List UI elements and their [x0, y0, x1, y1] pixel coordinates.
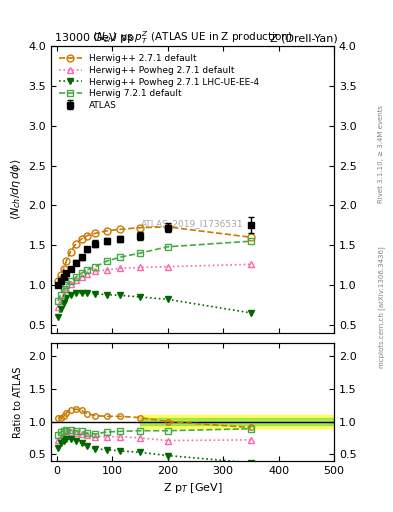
- Herwig++ Powheg 2.7.1 default: [85, 271, 90, 277]
- Herwig++ Powheg 2.7.1 LHC-UE-EE-4: [56, 314, 61, 320]
- Legend: Herwig++ 2.7.1 default, Herwig++ Powheg 2.7.1 default, Herwig++ Powheg 2.7.1 LHC: Herwig++ 2.7.1 default, Herwig++ Powheg …: [55, 51, 263, 114]
- Herwig++ 2.7.1 default: [61, 266, 66, 272]
- Herwig++ Powheg 2.7.1 LHC-UE-EE-4: [138, 294, 142, 300]
- Bar: [140, 418, 334, 425]
- Herwig++ Powheg 2.7.1 LHC-UE-EE-4: [59, 306, 63, 312]
- Herwig++ Powheg 2.7.1 LHC-UE-EE-4: [165, 296, 170, 303]
- Herwig++ 2.7.1 default: [104, 228, 109, 234]
- Herwig 7.2.1 default: [165, 244, 170, 250]
- Y-axis label: Ratio to ATLAS: Ratio to ATLAS: [13, 366, 23, 438]
- Herwig 7.2.1 default: [104, 258, 109, 264]
- Herwig++ 2.7.1 default: [85, 232, 90, 239]
- Herwig++ Powheg 2.7.1 LHC-UE-EE-4: [74, 290, 79, 296]
- Herwig++ Powheg 2.7.1 default: [93, 268, 98, 274]
- Title: $\langle N_{ch}\rangle$ vs $p_T^Z$ (ATLAS UE in Z production): $\langle N_{ch}\rangle$ vs $p_T^Z$ (ATLA…: [92, 29, 293, 46]
- Herwig 7.2.1 default: [85, 267, 90, 273]
- Herwig++ Powheg 2.7.1 default: [74, 277, 79, 283]
- Herwig++ Powheg 2.7.1 default: [118, 265, 123, 271]
- Herwig++ Powheg 2.7.1 default: [165, 264, 170, 270]
- Herwig 7.2.1 default: [59, 291, 63, 297]
- Herwig 7.2.1 default: [93, 264, 98, 270]
- Text: ATLAS_2019_I1736531: ATLAS_2019_I1736531: [141, 219, 244, 228]
- Herwig++ Powheg 2.7.1 LHC-UE-EE-4: [61, 300, 66, 306]
- Herwig++ 2.7.1 default: [59, 272, 63, 279]
- Herwig++ Powheg 2.7.1 default: [104, 267, 109, 273]
- Text: 13000 GeV pp: 13000 GeV pp: [55, 33, 134, 44]
- Herwig++ Powheg 2.7.1 default: [79, 274, 84, 280]
- Herwig++ Powheg 2.7.1 default: [138, 264, 142, 270]
- Herwig++ Powheg 2.7.1 LHC-UE-EE-4: [68, 291, 73, 297]
- Herwig++ 2.7.1 default: [138, 225, 142, 231]
- Line: Herwig++ Powheg 2.7.1 LHC-UE-EE-4: Herwig++ Powheg 2.7.1 LHC-UE-EE-4: [55, 289, 254, 321]
- Herwig 7.2.1 default: [68, 278, 73, 284]
- Bar: [140, 415, 334, 428]
- Herwig 7.2.1 default: [74, 274, 79, 280]
- Herwig++ 2.7.1 default: [118, 226, 123, 232]
- Herwig++ Powheg 2.7.1 default: [64, 286, 69, 292]
- Herwig++ 2.7.1 default: [74, 241, 79, 247]
- Y-axis label: $\langle N_{ch}/d\eta\,d\phi\rangle$: $\langle N_{ch}/d\eta\,d\phi\rangle$: [9, 159, 23, 220]
- Herwig++ Powheg 2.7.1 default: [68, 281, 73, 287]
- Herwig++ Powheg 2.7.1 default: [59, 298, 63, 304]
- Line: Herwig 7.2.1 default: Herwig 7.2.1 default: [55, 238, 254, 305]
- Herwig++ Powheg 2.7.1 default: [248, 261, 253, 267]
- Line: Herwig++ 2.7.1 default: Herwig++ 2.7.1 default: [55, 223, 254, 285]
- Herwig 7.2.1 default: [118, 254, 123, 260]
- Herwig++ Powheg 2.7.1 LHC-UE-EE-4: [79, 290, 84, 296]
- Herwig++ 2.7.1 default: [79, 236, 84, 242]
- Herwig 7.2.1 default: [248, 238, 253, 244]
- Herwig++ Powheg 2.7.1 default: [56, 304, 61, 310]
- Herwig 7.2.1 default: [138, 250, 142, 256]
- Herwig++ 2.7.1 default: [68, 248, 73, 254]
- Herwig 7.2.1 default: [61, 286, 66, 292]
- Herwig++ Powheg 2.7.1 LHC-UE-EE-4: [85, 290, 90, 296]
- Herwig++ 2.7.1 default: [56, 278, 61, 284]
- Line: Herwig++ Powheg 2.7.1 default: Herwig++ Powheg 2.7.1 default: [55, 261, 254, 311]
- X-axis label: Z p$_T$ [GeV]: Z p$_T$ [GeV]: [163, 481, 222, 495]
- Text: mcplots.cern.ch [arXiv:1306.3436]: mcplots.cern.ch [arXiv:1306.3436]: [378, 246, 385, 368]
- Herwig 7.2.1 default: [79, 270, 84, 276]
- Herwig++ Powheg 2.7.1 LHC-UE-EE-4: [118, 292, 123, 298]
- Herwig 7.2.1 default: [56, 298, 61, 304]
- Herwig 7.2.1 default: [64, 282, 69, 288]
- Herwig++ Powheg 2.7.1 LHC-UE-EE-4: [104, 291, 109, 297]
- Herwig++ Powheg 2.7.1 LHC-UE-EE-4: [248, 310, 253, 316]
- Herwig++ Powheg 2.7.1 default: [61, 291, 66, 297]
- Herwig++ 2.7.1 default: [165, 224, 170, 230]
- Herwig++ 2.7.1 default: [93, 230, 98, 237]
- Herwig++ Powheg 2.7.1 LHC-UE-EE-4: [93, 291, 98, 297]
- Text: Z (Drell-Yan): Z (Drell-Yan): [270, 33, 338, 44]
- Herwig++ 2.7.1 default: [64, 258, 69, 264]
- Text: Rivet 3.1.10, ≥ 3.4M events: Rivet 3.1.10, ≥ 3.4M events: [378, 104, 384, 203]
- Herwig++ Powheg 2.7.1 LHC-UE-EE-4: [64, 295, 69, 301]
- Herwig++ 2.7.1 default: [248, 234, 253, 240]
